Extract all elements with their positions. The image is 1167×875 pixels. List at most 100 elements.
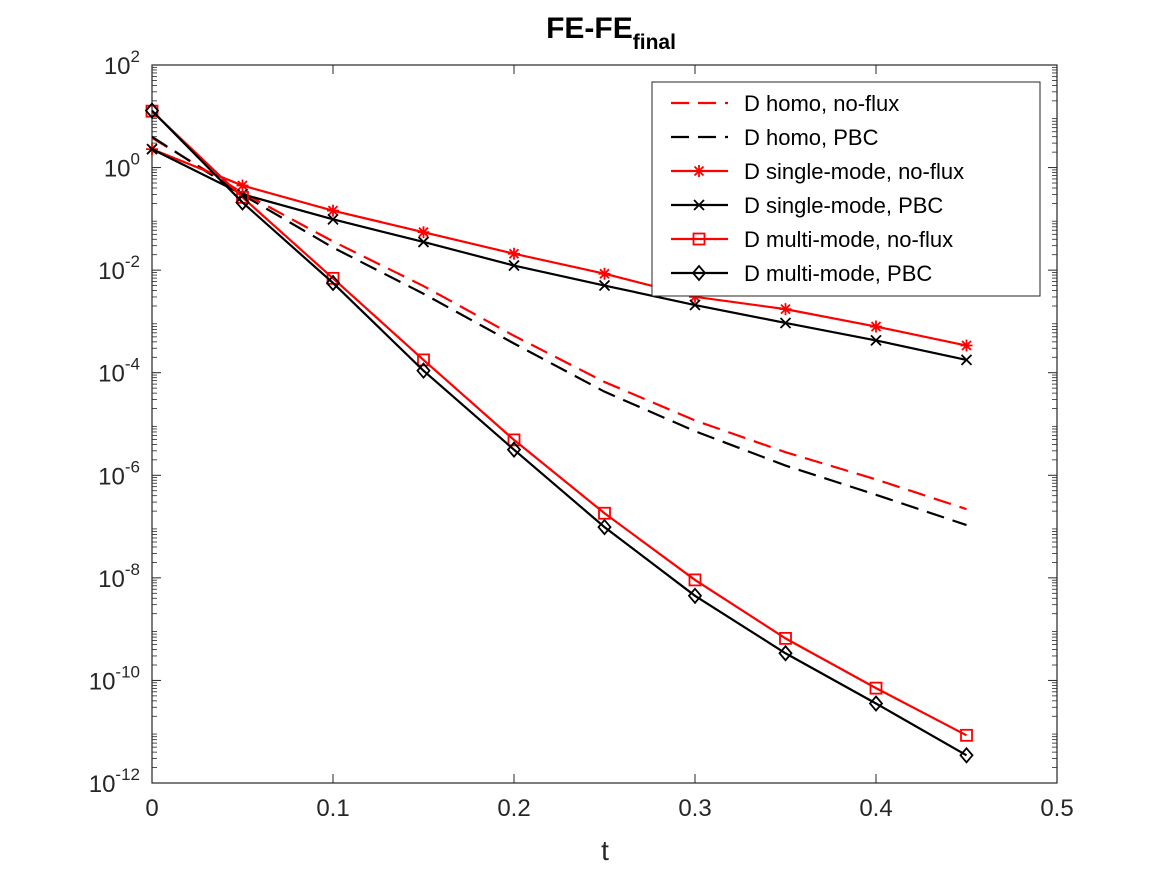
data-point (506, 441, 522, 459)
data-point (508, 247, 520, 260)
series-d-multi-mode-pbc (144, 102, 974, 764)
legend: D homo, no-flux D homo, PBC D single-mode,… (651, 81, 1041, 297)
series-d-homo-pbc (151, 135, 967, 527)
y-tick-base: 10 (89, 668, 116, 695)
legend-marker (691, 264, 707, 282)
legend-label: D multi-mode, no-flux (744, 227, 953, 252)
y-tick-base: 10 (98, 361, 125, 388)
y-tick-base: 10 (104, 53, 131, 80)
x-tick-label: 0.4 (859, 795, 892, 822)
series-line (151, 110, 968, 737)
legend-label: D single-mode, no-flux (744, 159, 964, 184)
legend-label: D single-mode, PBC (744, 193, 943, 218)
y-tick-exponent: -8 (125, 560, 140, 579)
y-tick-label: 10-4 (98, 355, 140, 388)
y-tick-label: 10-12 (89, 765, 140, 798)
x-tick-label: 0.5 (1040, 795, 1073, 822)
data-point (870, 320, 882, 333)
data-point (236, 179, 249, 192)
x-tick-label: 0.3 (678, 795, 711, 822)
y-tick-label: 102 (104, 47, 140, 80)
y-tick-label: 10-10 (89, 662, 140, 695)
legend-label: D homo, no-flux (744, 91, 899, 116)
data-point (870, 334, 882, 347)
chart-title-main: FE-FE (546, 12, 633, 45)
legend-item: D homo, no-flux (671, 91, 899, 116)
chart-title: FE-FEfinal (546, 12, 676, 54)
data-point (868, 695, 884, 712)
plot-series (144, 102, 974, 764)
y-tick-exponent: -12 (115, 765, 140, 784)
data-point (598, 267, 611, 280)
data-point (598, 279, 611, 292)
legend-item: D multi-mode, no-flux (671, 227, 953, 252)
series-line (151, 135, 967, 527)
data-point (417, 353, 430, 367)
data-point (689, 290, 701, 303)
data-point (960, 339, 973, 352)
legend-label: D multi-mode, PBC (744, 261, 932, 286)
data-point (327, 213, 339, 226)
data-point (687, 587, 703, 605)
x-axis-label: t (601, 835, 609, 866)
x-tick-label: 0 (145, 795, 158, 822)
data-point (959, 746, 974, 764)
legend-item: D single-mode, no-flux (671, 159, 964, 184)
legend-marker (693, 165, 705, 177)
data-point (416, 362, 431, 380)
y-tick-base: 10 (98, 566, 125, 593)
y-tick-label: 10-6 (98, 457, 140, 490)
legend-box (651, 81, 1041, 297)
y-tick-label: 100 (104, 150, 140, 183)
x-tick-label: 0.1 (316, 795, 349, 822)
data-point (960, 728, 973, 742)
legend-marker (693, 199, 705, 211)
legend-item: D single-mode, PBC (671, 193, 943, 218)
axes-box (151, 64, 1058, 784)
y-tick-label: 10-8 (98, 560, 140, 593)
data-point (960, 354, 973, 366)
y-tick-exponent: 0 (131, 150, 140, 169)
data-point (597, 518, 612, 536)
series-d-homo-no-flux (151, 136, 967, 511)
series-d-single-mode-no-flux (146, 143, 973, 352)
data-point (869, 681, 883, 695)
series-line (151, 148, 967, 347)
data-point (417, 236, 430, 248)
y-tick-exponent: -10 (115, 662, 140, 681)
y-tick-exponent: 2 (131, 47, 140, 66)
data-point (507, 433, 521, 447)
series-line (151, 109, 968, 757)
legend-label: D homo, PBC (744, 125, 879, 150)
data-point (146, 143, 158, 155)
y-tick-exponent: -6 (125, 457, 140, 476)
data-point (235, 194, 250, 211)
data-point (778, 644, 793, 662)
y-tick-label: 10-2 (98, 252, 140, 285)
x-tick-label: 0.2 (497, 795, 530, 822)
data-point (144, 102, 160, 120)
data-point (325, 274, 341, 292)
data-point (779, 317, 792, 329)
legend-item: D multi-mode, PBC (671, 261, 932, 286)
y-tick-exponent: -4 (125, 355, 140, 374)
legend-marker (692, 232, 706, 246)
data-point (779, 631, 792, 645)
data-point (689, 299, 701, 311)
y-tick-base: 10 (89, 771, 116, 798)
series-line (151, 136, 967, 511)
data-point (508, 259, 520, 272)
axes: 0 0.1 0.2 0.3 0.4 0.510210010-210-410-610-810… (89, 47, 1074, 822)
y-tick-base: 10 (104, 156, 131, 183)
data-point (688, 573, 702, 587)
legend-item: D homo, PBC (671, 125, 879, 150)
series-d-single-mode-pbc (146, 143, 973, 366)
y-tick-base: 10 (98, 463, 125, 490)
chart-title-subscript: final (633, 31, 676, 54)
data-point (417, 226, 430, 239)
data-point (327, 204, 339, 217)
series-line (151, 148, 967, 361)
y-tick-exponent: -2 (125, 252, 140, 271)
data-point (779, 303, 792, 316)
